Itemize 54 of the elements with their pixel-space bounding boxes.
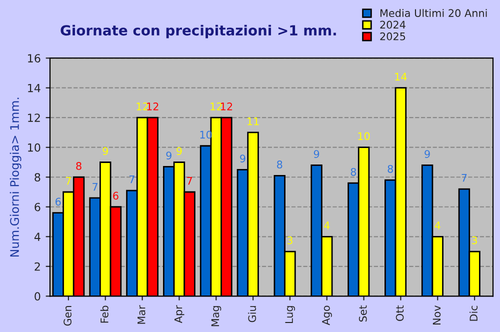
data-label: 12 xyxy=(147,102,158,110)
x-tick-label: Mar xyxy=(138,305,146,324)
x-tick-label: Lug xyxy=(285,306,295,323)
data-label: 7 xyxy=(187,177,192,185)
data-label: 7 xyxy=(92,182,98,191)
x-tick-label: Gen xyxy=(64,306,72,326)
data-label: 6 xyxy=(56,198,61,206)
data-label: 10 xyxy=(358,132,370,140)
y-axis-title: Num.Giorni Pioggia> 1mm. xyxy=(10,98,22,257)
data-label: 8 xyxy=(388,164,393,173)
data-label: 11 xyxy=(248,118,259,126)
data-label: 8 xyxy=(76,162,82,170)
x-tick-label: Ago xyxy=(322,306,332,326)
data-label: 9 xyxy=(240,154,246,162)
data-label: 4 xyxy=(434,222,440,230)
data-label: 3 xyxy=(472,236,478,244)
legend-label: 2024 xyxy=(380,20,406,29)
x-tick-label: Mag xyxy=(211,306,222,326)
data-label: 8 xyxy=(277,160,282,168)
x-tick-label: Apr xyxy=(174,305,184,324)
data-label: 9 xyxy=(102,147,108,156)
y-tick-label: 4 xyxy=(34,232,40,241)
x-tick-label: Dic xyxy=(470,306,478,321)
legend-label: 2025 xyxy=(380,32,406,40)
data-label: 7 xyxy=(129,176,134,184)
data-label: 9 xyxy=(314,150,320,158)
y-tick-label: 0 xyxy=(34,292,40,301)
data-label: 7 xyxy=(462,174,467,182)
y-tick-label: 10 xyxy=(28,143,40,152)
data-label: 12 xyxy=(220,102,232,110)
x-tick-label: Set xyxy=(358,305,367,322)
data-label: 4 xyxy=(324,222,330,230)
data-label: 14 xyxy=(395,72,407,80)
legend-label: Media Ultimi 20 Anni xyxy=(380,8,487,18)
data-label: 9 xyxy=(424,150,430,158)
y-tick-label: 2 xyxy=(34,262,40,271)
data-label: 7 xyxy=(66,177,71,185)
data-label: 12 xyxy=(210,102,222,110)
data-label: 12 xyxy=(136,102,148,110)
y-tick-label: 8 xyxy=(34,173,40,182)
x-tick-label: Feb xyxy=(100,306,108,323)
data-label: 9 xyxy=(166,152,172,160)
x-tick-label: Nov xyxy=(432,305,441,324)
data-label: 6 xyxy=(113,192,118,200)
data-label: 9 xyxy=(176,147,182,156)
x-tick-label: Giu xyxy=(248,306,256,322)
data-label: 8 xyxy=(350,168,356,176)
y-tick-label: 6 xyxy=(34,202,40,212)
x-tick-label: Ott xyxy=(396,305,404,321)
chart-title: Giornate con precipitazioni >1 mm. xyxy=(60,24,336,38)
y-tick-label: 12 xyxy=(28,114,40,122)
y-tick-label: 14 xyxy=(28,84,40,92)
data-label: 3 xyxy=(287,236,292,244)
y-tick-label: 16 xyxy=(28,54,40,62)
